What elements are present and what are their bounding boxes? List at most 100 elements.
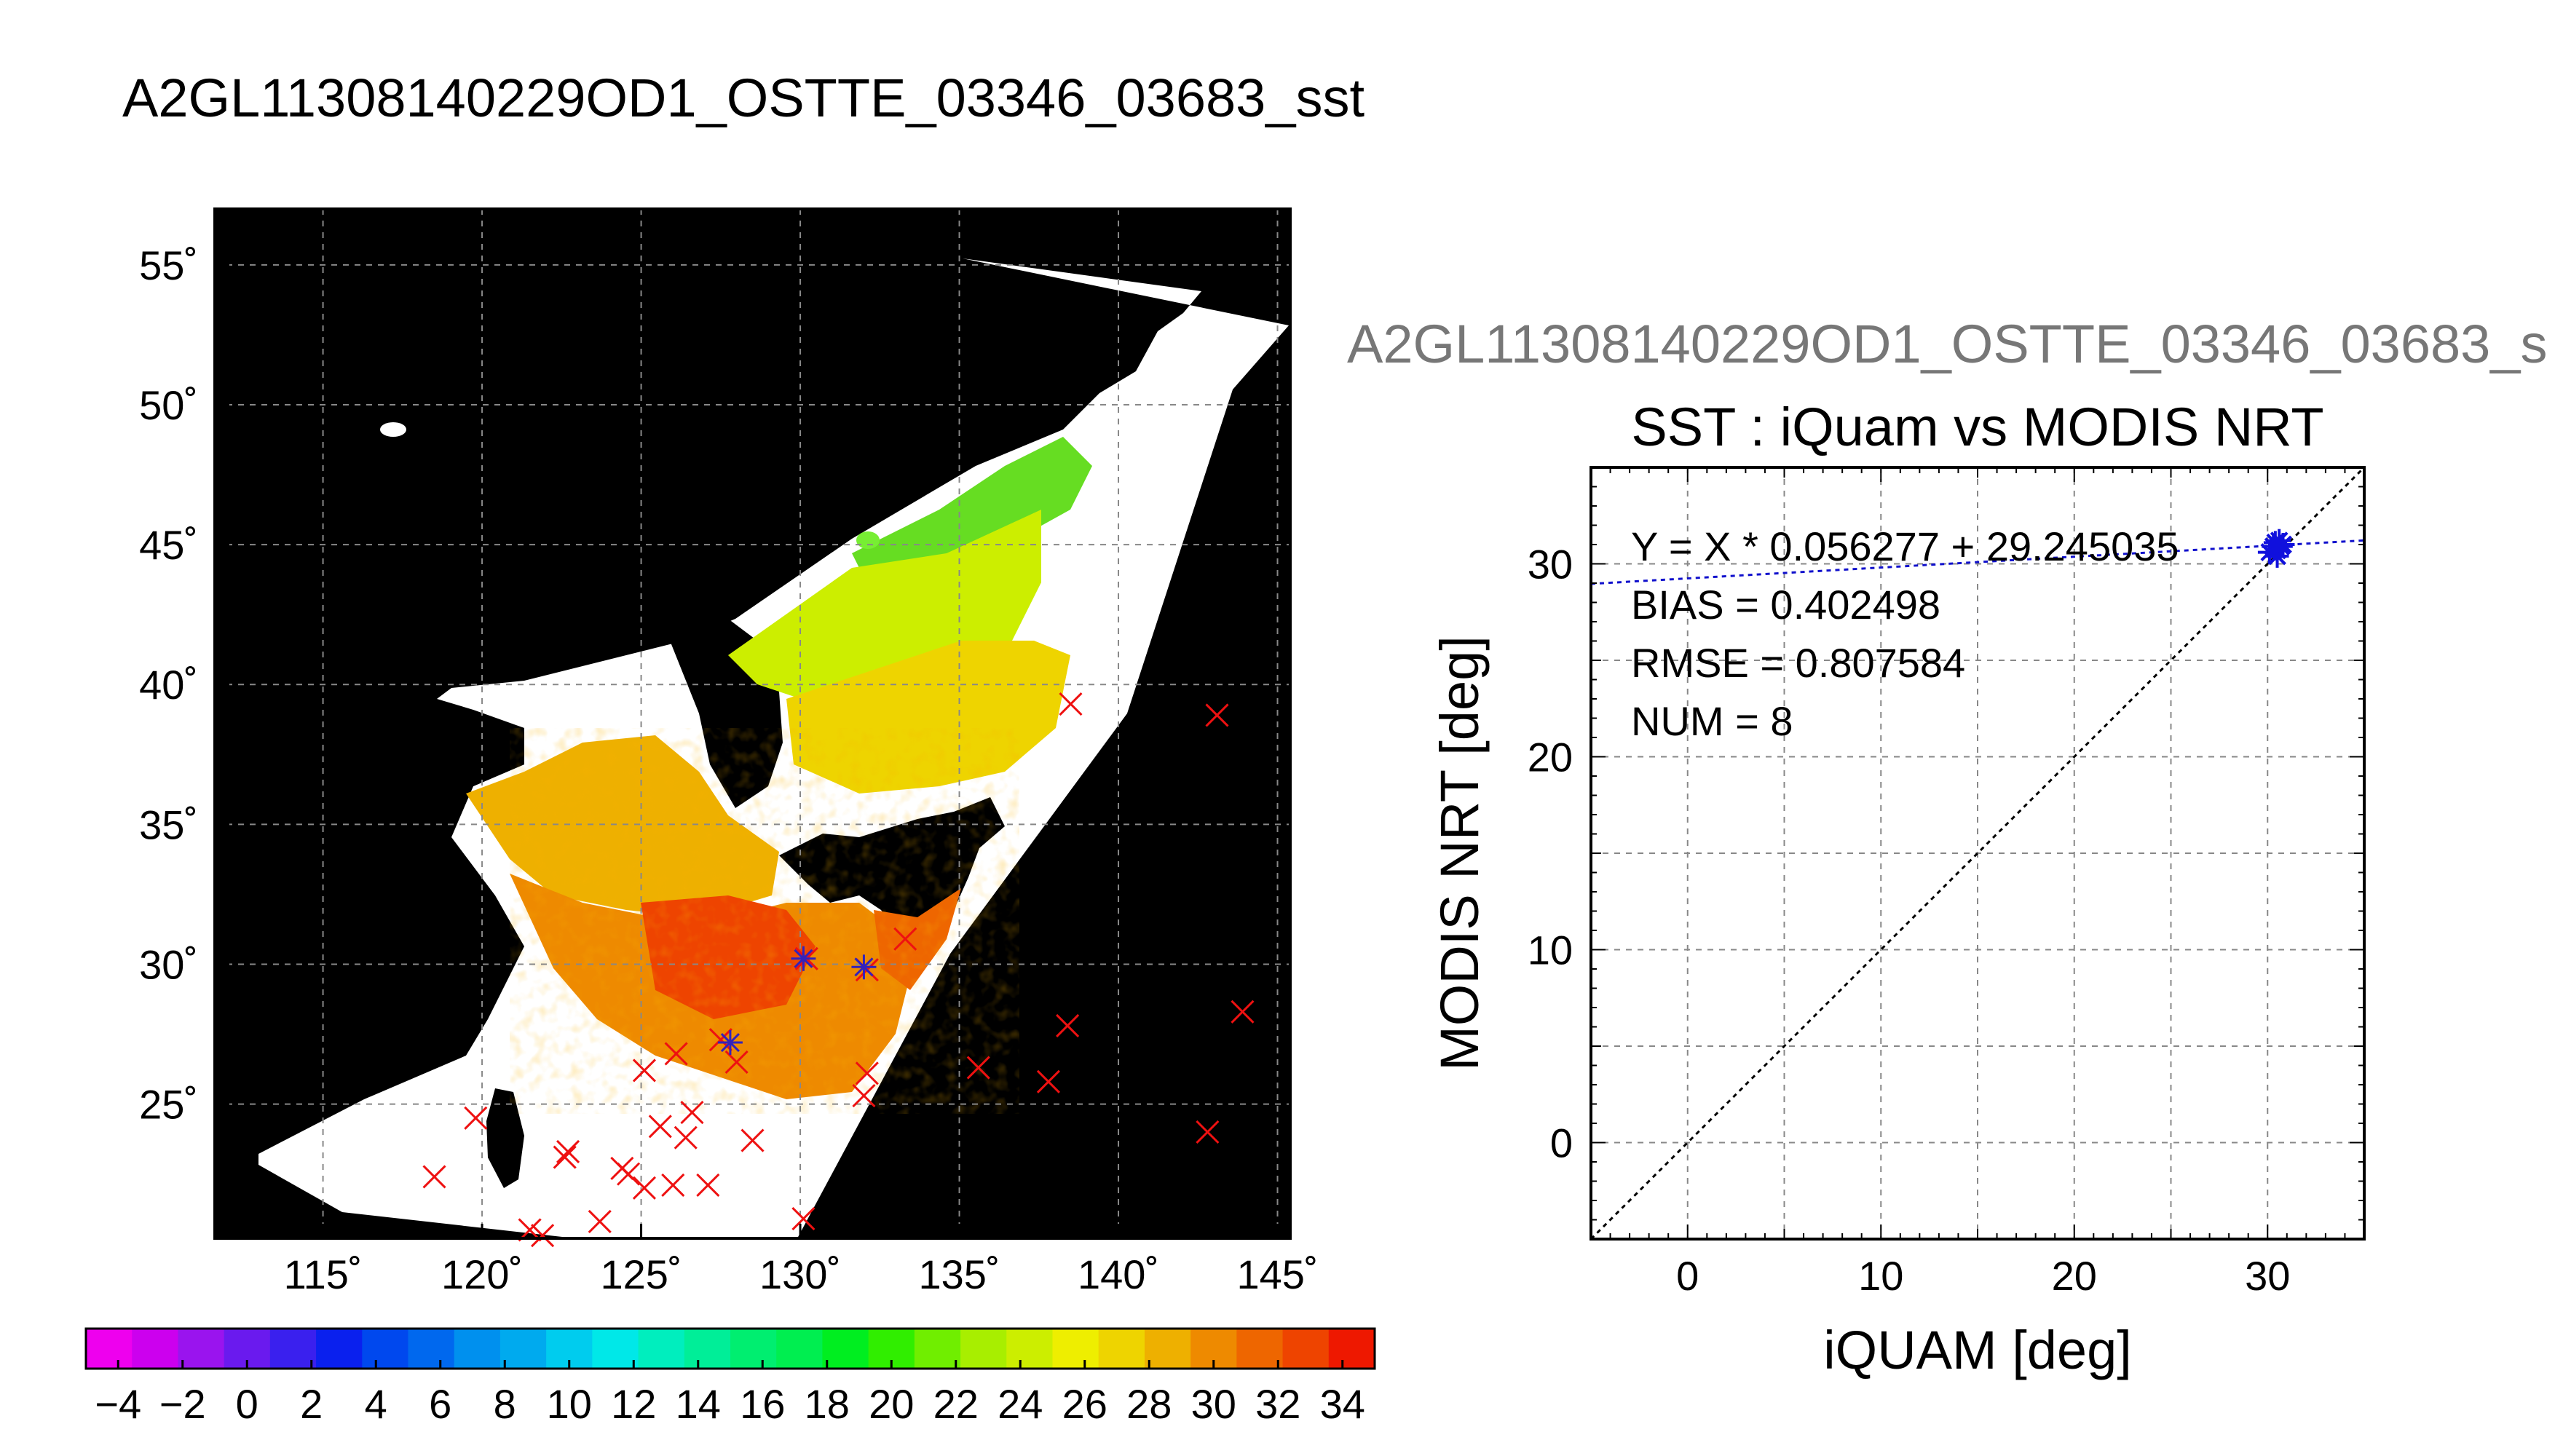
red-marker [556,1139,580,1163]
red-marker [741,1128,765,1152]
scatter-point [2265,544,2289,568]
map-tick-label-y: 40˚ [139,662,198,708]
scatter-tick-label-y: 10 [1528,927,1573,973]
one-to-one-line [1591,467,2364,1239]
colorbar-cell [684,1329,731,1369]
stat-fit: Y = X * 0.056277 + 29.245035 [1631,523,2179,569]
colorbar-tick-label: 12 [611,1381,656,1427]
scatter-tick-label-y: 30 [1528,542,1573,587]
stat-num: NUM = 8 [1631,698,1793,744]
colorbar-cell [822,1329,869,1369]
colorbar-cell [269,1329,317,1369]
blue-marker [717,1030,743,1056]
colorbar-cell [776,1329,824,1369]
red-marker [1205,703,1229,727]
map-markers [422,692,1255,1248]
map-tick-label-x: 125˚ [601,1251,682,1297]
red-marker [1059,692,1083,716]
blue-marker [851,954,877,980]
scatter-tick-label-x: 30 [2245,1253,2290,1299]
colorbar-tick-label: 6 [429,1381,451,1427]
colorbar: −4 −2 0 2 4 6 8 10 12 14 16 18 20 22 24 26 28 30 32 34 [84,1327,1376,1427]
red-marker [791,1207,816,1231]
colorbar-tick-label: 20 [869,1381,914,1427]
colorbar-cell [1144,1329,1191,1369]
map-tick-label-x: 130˚ [759,1251,841,1297]
scatter-tick-label-x: 20 [2052,1253,2097,1299]
red-marker [1231,1000,1255,1024]
colorbar-tick-label: 10 [547,1381,592,1427]
stat-rmse: RMSE = 0.807584 [1631,640,1965,686]
colorbar-cell [1328,1329,1375,1369]
scatter-grid [1591,467,2364,1239]
red-marker [422,1165,446,1189]
fit-line [1591,539,2364,585]
map-tick-label-y: 30˚ [139,941,198,987]
colorbar-cell [1052,1329,1099,1369]
map-tick-label-x: 115˚ [284,1251,363,1297]
colorbar-tick-label: 34 [1320,1381,1365,1427]
colorbar-cell [914,1329,961,1369]
scatter-ylabel: MODIS NRT [deg] [1429,636,1490,1071]
map-tick-label-y: 35˚ [139,802,198,847]
colorbar-tick-label: 4 [365,1381,387,1427]
red-marker [852,1083,876,1108]
red-marker [708,1028,732,1052]
colorbar-tick-label: 26 [1062,1381,1107,1427]
colorbar-tick-label: 16 [740,1381,785,1427]
page-title: A2GL11308140229OD1_OSTTE_03346_03683_sst [122,68,1365,128]
scatter-title: SST : iQuam vs MODIS NRT [1631,397,2323,457]
colorbar-cell [1282,1329,1330,1369]
red-marker [664,1042,688,1066]
colorbar-cell [1098,1329,1145,1369]
scatter-tick-label-x: 0 [1676,1253,1699,1299]
stat-bias: BIAS = 0.402498 [1631,582,1940,628]
map-tick-label-x: 135˚ [918,1251,1000,1297]
sst-map: 115˚ 120˚ 125˚ 130˚ 135˚ 140˚ 145˚ 25˚ 30˚ 35˚ 40˚… [139,207,1319,1297]
colorbar-cell [408,1329,455,1369]
colorbar-cell [960,1329,1007,1369]
map-frame [213,207,1292,1240]
red-marker [680,1101,704,1125]
red-marker [966,1056,990,1080]
colorbar-cell [499,1329,547,1369]
scatter-plot: 0 10 20 30 0 10 20 30 Y = X * 0.056277 + 29.245… [1429,466,2366,1380]
scatter-xlabel: iQUAM [deg] [1823,1320,2132,1380]
red-marker [1036,1069,1060,1093]
colorbar-tick-label: −2 [159,1381,206,1427]
blue-marker [791,946,816,971]
colorbar-cell [1006,1329,1054,1369]
red-marker [661,1173,685,1198]
red-marker [855,1061,879,1085]
colorbar-tick-label: 22 [933,1381,979,1427]
red-marker [632,1059,656,1083]
red-marker [464,1106,488,1130]
map-tick-label-y: 55˚ [139,242,198,288]
colorbar-tick-label: 2 [300,1381,323,1427]
red-marker [1196,1120,1220,1144]
scatter-tick-label-y: 0 [1550,1120,1573,1166]
colorbar-cells [86,1329,1375,1369]
colorbar-cell [132,1329,179,1369]
colorbar-tick-label: 24 [998,1381,1043,1427]
scatter-header: A2GL11308140229OD1_OSTTE_03346_03683_s [1347,314,2547,374]
colorbar-cell [86,1329,133,1369]
colorbar-tick-label: 0 [236,1381,258,1427]
red-marker [588,1209,612,1234]
map-tick-label-y: 25˚ [139,1082,198,1128]
scatter-ticks: 0 10 20 30 0 10 20 30 [1528,467,2365,1299]
colorbar-tick-label: 32 [1255,1381,1300,1427]
shandong-land [408,713,524,837]
sst-island-patch [380,422,406,437]
red-marker [617,1162,641,1186]
map-tick-label-y: 50˚ [139,382,198,428]
map-tick-label-x: 120˚ [441,1251,523,1297]
red-marker [553,1145,577,1169]
colorbar-tick-label: −4 [95,1381,141,1427]
sst-texture [510,728,1019,1114]
red-marker [531,1224,555,1248]
colorbar-tick-label: 28 [1126,1381,1172,1427]
red-marker [648,1115,672,1139]
colorbar-tick-label: 30 [1191,1381,1236,1427]
